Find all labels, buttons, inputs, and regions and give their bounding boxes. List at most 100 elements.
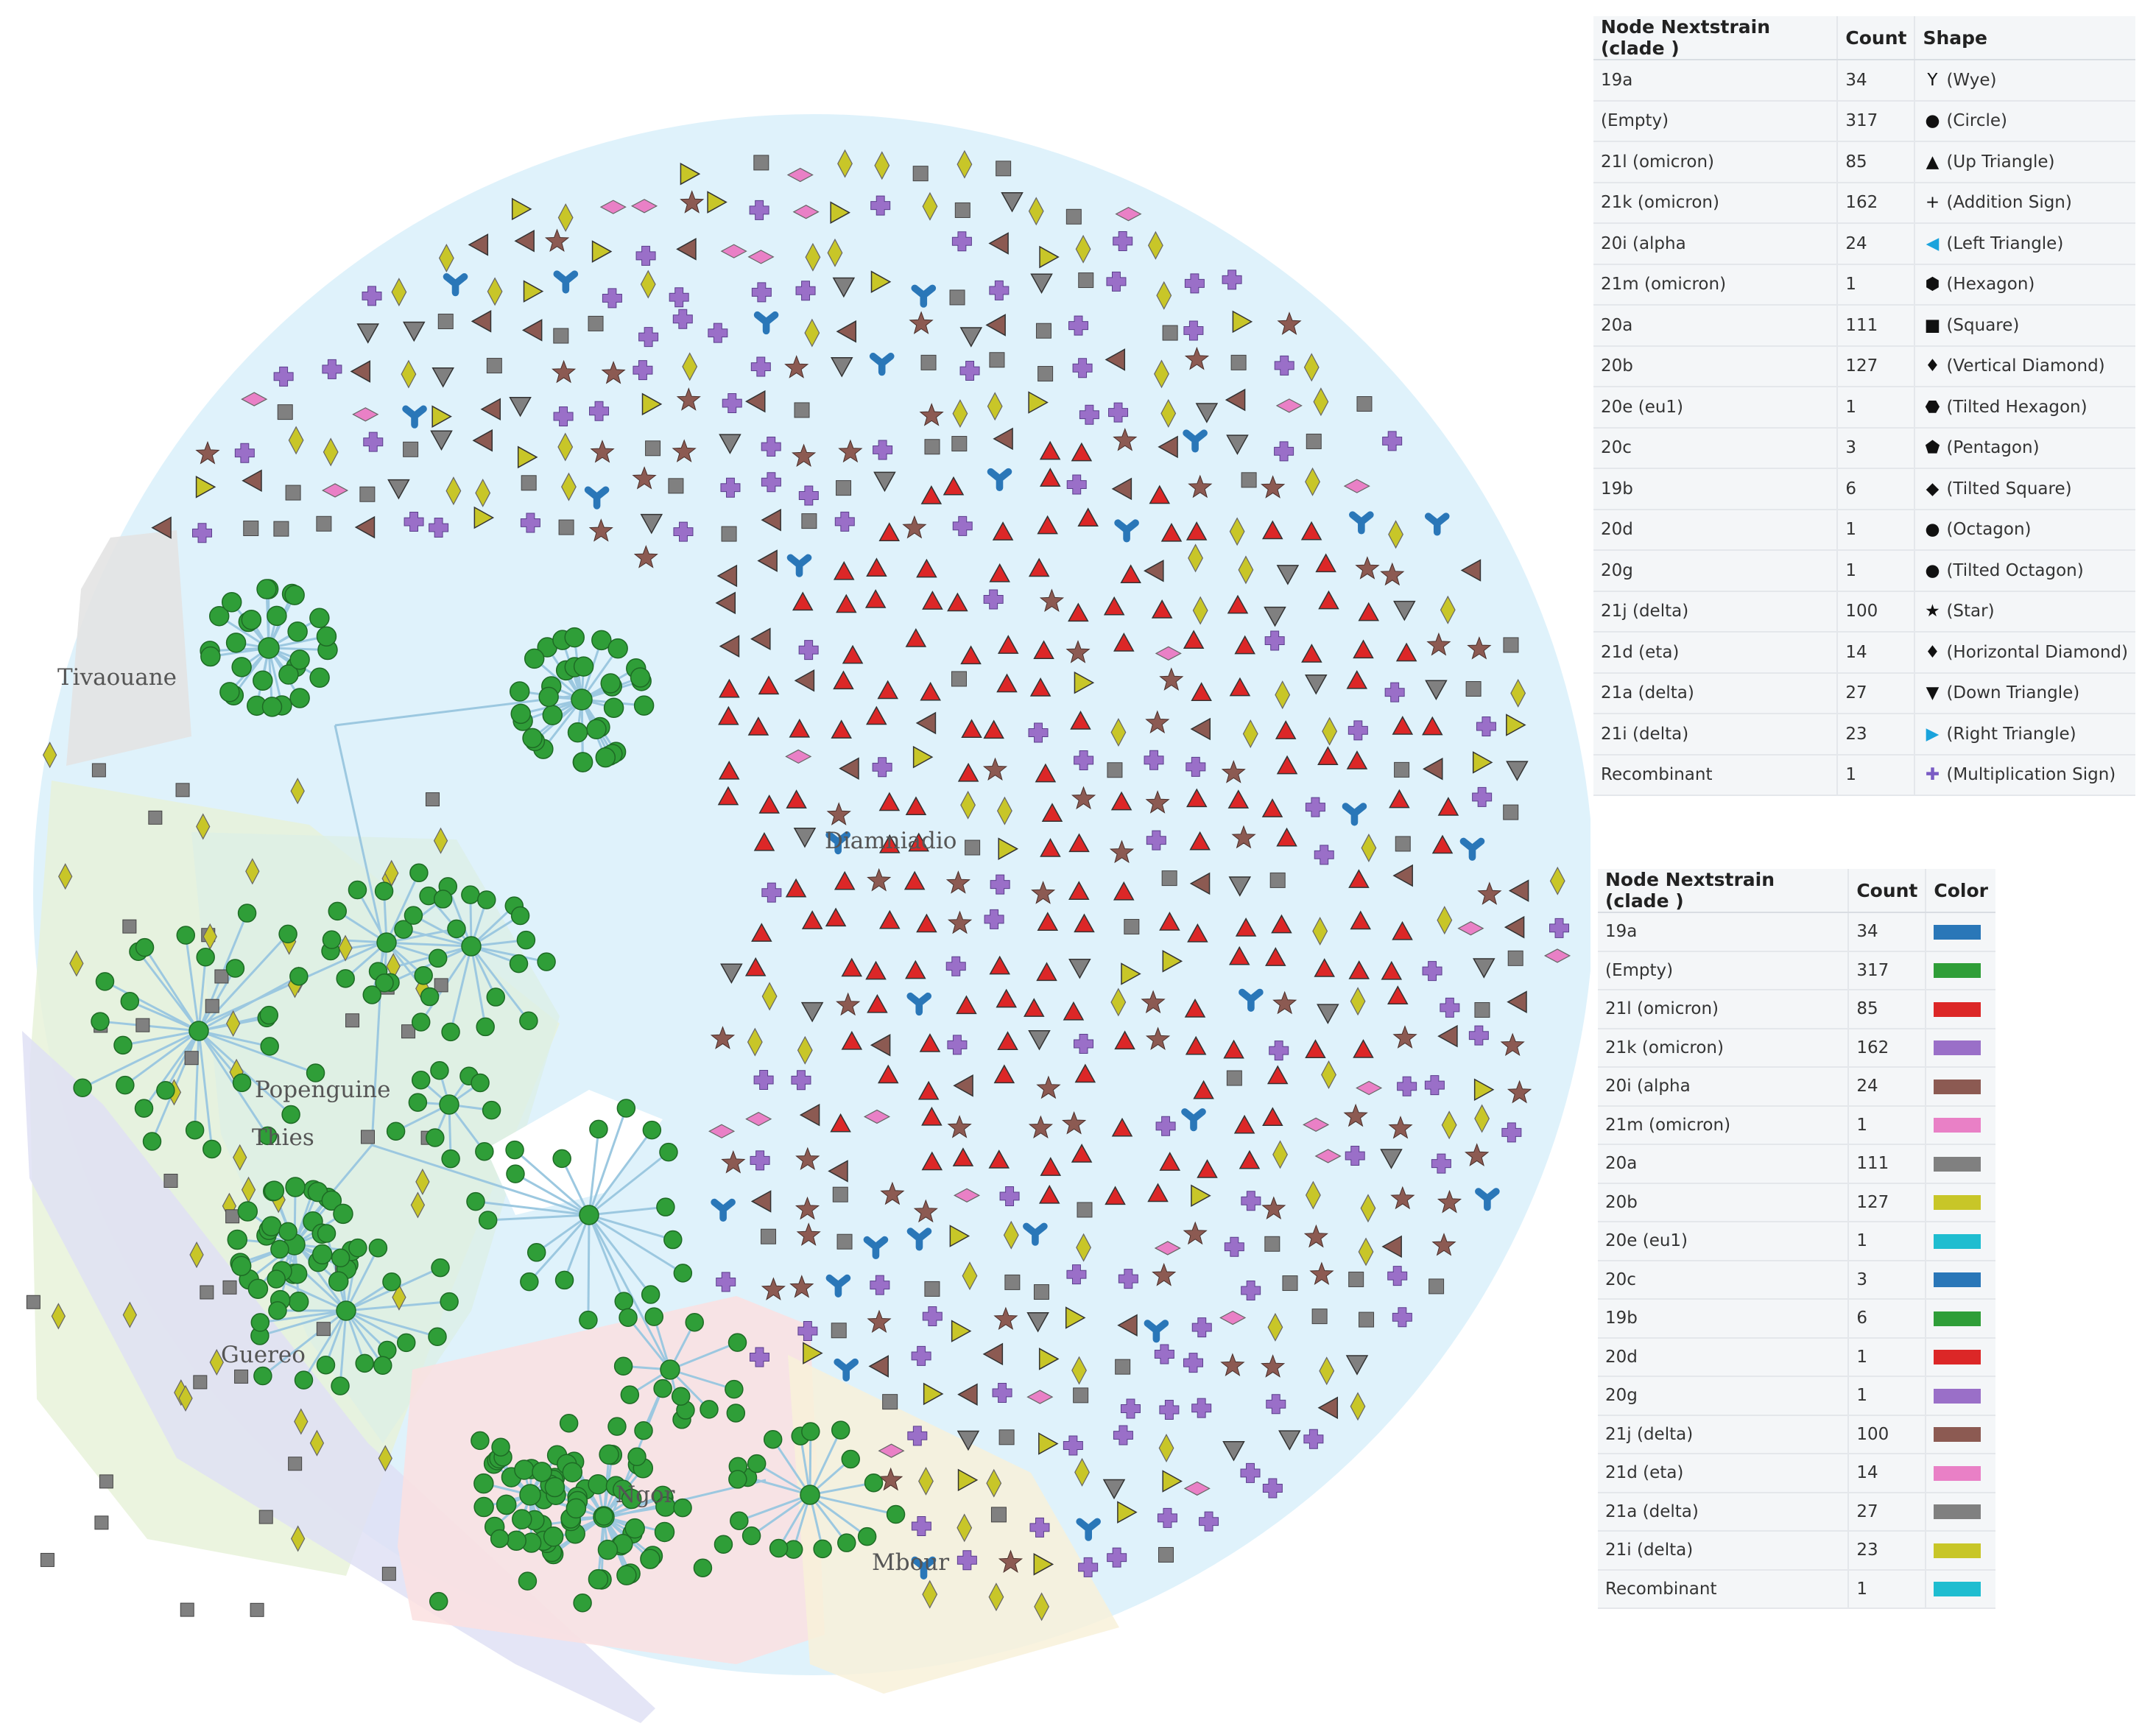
network-node	[401, 1024, 416, 1039]
network-node	[718, 705, 739, 725]
network-node	[471, 1431, 490, 1451]
network-node	[1035, 323, 1051, 339]
network-node	[1321, 1060, 1336, 1089]
clade-cell: 20c	[1598, 1260, 1849, 1300]
network-node	[219, 682, 240, 702]
network-node	[1317, 746, 1339, 765]
network-node	[1305, 797, 1325, 817]
network-node	[986, 1468, 1002, 1498]
network-node	[761, 982, 778, 1011]
network-node	[200, 646, 221, 667]
network-edge	[197, 957, 207, 1032]
network-node	[588, 518, 613, 542]
color-swatch	[1934, 1388, 1981, 1404]
network-edge	[560, 1158, 591, 1216]
network-node	[761, 437, 781, 457]
network-node	[749, 1347, 769, 1367]
network-node	[924, 1281, 940, 1297]
network-node	[1078, 1557, 1099, 1577]
network-node	[1038, 366, 1054, 382]
shape-label: (Vertical Diamond)	[1946, 356, 2105, 376]
network-node	[1183, 630, 1205, 649]
network-node	[1549, 866, 1565, 895]
network-node	[1472, 751, 1493, 774]
network-node	[1265, 947, 1286, 966]
network-node	[1113, 881, 1135, 901]
network-node	[710, 1026, 736, 1049]
network-node	[878, 1443, 905, 1458]
count-cell: 111	[1847, 1144, 1926, 1184]
network-edge	[194, 1030, 200, 1130]
shape-cell: ⬣ (Tilted Hexagon)	[1914, 387, 2135, 429]
network-node	[839, 757, 859, 780]
network-node	[676, 238, 697, 261]
network-node	[1359, 1311, 1375, 1328]
network-node	[196, 813, 211, 840]
network-node	[1154, 1344, 1174, 1364]
network-node	[825, 1274, 851, 1297]
network-node	[195, 476, 216, 499]
network-node	[471, 1073, 490, 1093]
network-node	[792, 591, 814, 611]
network-node	[523, 280, 544, 303]
network-node	[278, 924, 297, 944]
network-node	[726, 1404, 746, 1423]
network-node	[1282, 1275, 1298, 1292]
network-node	[1107, 1547, 1127, 1568]
network-node	[1242, 719, 1258, 748]
network-node	[707, 191, 728, 214]
network-node	[253, 670, 273, 691]
network-node	[1239, 1149, 1261, 1169]
color-legend-row: 20e (eu1) 1	[1598, 1222, 1995, 1261]
network-node	[1278, 1430, 1301, 1451]
network-node	[1422, 716, 1443, 736]
network-node	[722, 393, 742, 414]
region-label-tivaouane: Tivaouane	[57, 664, 177, 691]
network-node	[1353, 639, 1374, 659]
network-node	[831, 1420, 850, 1440]
network-node	[833, 670, 854, 690]
header-node-clade: Node Nextstrain (clade )	[1598, 869, 1849, 913]
network-node	[715, 591, 736, 615]
network-node	[949, 289, 965, 306]
network-node	[294, 1408, 309, 1435]
network-node	[873, 440, 893, 460]
color-cell	[1925, 1028, 1995, 1068]
network-node	[1346, 669, 1368, 689]
network-node	[69, 950, 84, 977]
network-node	[95, 972, 115, 991]
network-node	[552, 359, 577, 384]
network-node	[1261, 475, 1286, 499]
network-node	[996, 161, 1012, 177]
network-node	[195, 440, 220, 465]
network-node	[1152, 1262, 1177, 1286]
network-node	[795, 281, 816, 301]
network-node	[287, 621, 308, 642]
network-node	[1159, 667, 1184, 691]
network-edge	[739, 1493, 811, 1522]
network-node	[761, 882, 782, 903]
network-node	[747, 716, 769, 736]
network-node	[1465, 681, 1482, 697]
network-node	[205, 999, 219, 1013]
network-node	[1314, 1149, 1342, 1163]
shape-label: (Square)	[1946, 315, 2020, 335]
network-node	[906, 992, 932, 1016]
clade-cell: 21d (eta)	[1598, 1454, 1849, 1493]
network-node	[1108, 402, 1129, 423]
count-cell: 3	[1847, 1260, 1926, 1300]
network-node	[616, 1565, 637, 1585]
network-node	[1311, 1309, 1328, 1325]
network-node	[911, 1345, 931, 1366]
network-node	[403, 441, 419, 457]
network-node	[322, 930, 342, 949]
network-node	[1239, 988, 1264, 1012]
network-node	[794, 402, 810, 418]
network-node	[597, 1539, 619, 1560]
network-node	[1468, 1025, 1489, 1046]
color-swatch	[1934, 1504, 1981, 1520]
count-cell: 162	[1847, 1028, 1926, 1068]
network-node	[1348, 1271, 1364, 1287]
color-legend-row: 20d 1	[1598, 1337, 1995, 1377]
network-node	[836, 992, 861, 1016]
